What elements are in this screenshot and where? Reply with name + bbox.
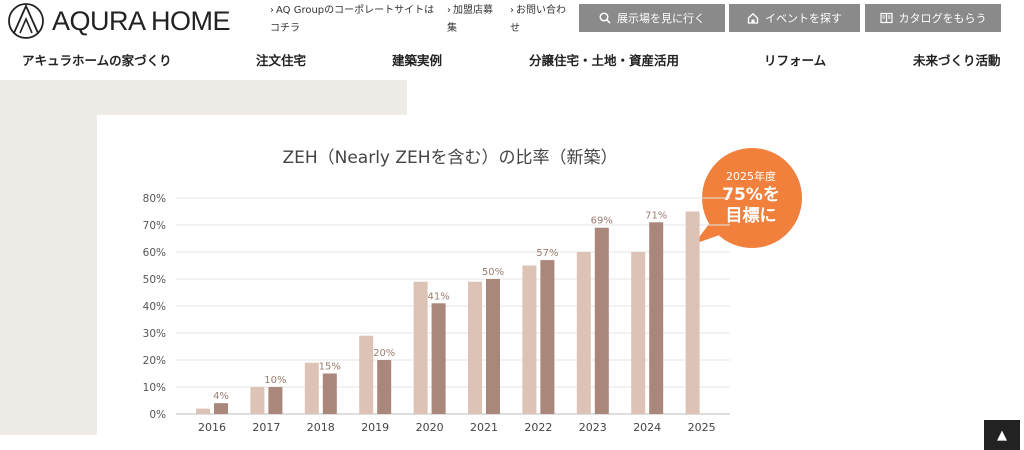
bar-dark <box>540 260 555 414</box>
data-label: 71% <box>645 210 667 221</box>
data-label: 4% <box>213 391 229 402</box>
bar-light <box>250 387 265 414</box>
nav-item-land-assets[interactable]: 分譲住宅・土地・資産活用 <box>529 53 680 68</box>
y-tick-label: 50% <box>143 274 166 286</box>
bar-dark <box>649 222 664 414</box>
y-tick-label: 0% <box>149 409 166 421</box>
logo-mark-icon <box>8 3 44 39</box>
data-label: 41% <box>427 291 449 302</box>
event-search-button[interactable]: イベントを探す <box>729 4 860 32</box>
bar-light <box>468 281 482 414</box>
bar-light <box>522 265 537 414</box>
nav-item-case-studies[interactable]: 建築実例 <box>392 53 443 68</box>
site-header: AQURA HOME › AQ Groupのコーポレートサイトは コチラ › 加盟店… <box>0 0 1024 42</box>
badge-target-suffix: 目標に <box>725 206 777 226</box>
chart-title: ZEH（Nearly ZEHを含む）の比率（新築） <box>282 148 618 168</box>
bar-light <box>576 252 591 414</box>
bar-light <box>304 362 319 414</box>
decorative-background-side <box>0 115 97 435</box>
logo-text: AQURA HOME <box>52 6 231 36</box>
bar-dark <box>486 279 500 414</box>
y-tick-label: 80% <box>143 193 166 205</box>
x-tick-label: 2025 <box>688 421 716 434</box>
y-tick-label: 10% <box>143 382 166 394</box>
x-tick-label: 2019 <box>361 421 389 434</box>
bar-light <box>631 252 646 414</box>
badge-target: 75%を <box>722 185 780 205</box>
showroom-button[interactable]: 展示場を見に行く <box>579 4 725 32</box>
nav-item-house-building[interactable]: アキュラホームの家づくり <box>22 53 172 68</box>
speech-bubble-icon <box>694 148 802 248</box>
decorative-background <box>0 80 407 115</box>
zeh-ratio-chart: 0% 10% 20% 30% 40% 50% 60% 70% 80% 4% 2016 10% 2017 1… <box>143 193 730 434</box>
bar-dark <box>322 373 337 414</box>
bar-dark <box>594 227 609 414</box>
x-tick-label: 2017 <box>252 421 280 434</box>
x-tick-label: 2016 <box>198 421 226 434</box>
search-icon <box>599 12 611 24</box>
bar-light <box>359 335 374 414</box>
bar-dark <box>431 303 446 414</box>
nav-item-custom-home[interactable]: 注文住宅 <box>256 53 307 68</box>
data-label: 15% <box>319 362 341 373</box>
x-tick-label: 2020 <box>416 421 444 434</box>
data-label: 10% <box>264 375 286 386</box>
y-tick-label: 40% <box>143 301 166 313</box>
bar-dark <box>214 403 228 414</box>
bar-dark <box>268 387 283 414</box>
back-to-top-button[interactable]: ▲ <box>984 420 1020 450</box>
x-tick-label: 2021 <box>470 421 498 434</box>
nav-item-future-activities[interactable]: 未来づくり活動 <box>913 53 1001 68</box>
data-label: 20% <box>373 348 395 359</box>
y-tick-label: 30% <box>143 328 166 340</box>
logo[interactable]: AQURA HOME <box>6 2 231 40</box>
bar-dark <box>377 360 392 414</box>
y-tick-label: 70% <box>143 220 166 232</box>
franchise-recruit-link[interactable]: › 加盟店募 集 <box>447 5 493 34</box>
book-icon <box>879 12 893 24</box>
bar-light <box>685 211 700 414</box>
target-badge: 2025年度 75%を 目標に <box>694 148 808 248</box>
data-label: 69% <box>591 216 613 227</box>
y-tick-label: 60% <box>143 247 166 259</box>
home-icon <box>747 12 759 24</box>
corporate-site-link[interactable]: › AQ Groupのコーポレートサイトは コチラ <box>270 5 435 34</box>
x-tick-label: 2023 <box>579 421 607 434</box>
x-tick-label: 2022 <box>524 421 552 434</box>
catalog-request-button[interactable]: カタログをもらう <box>865 4 1001 32</box>
contact-link[interactable]: › お問い合わ せ <box>510 5 566 34</box>
x-tick-label: 2018 <box>307 421 335 434</box>
nav-item-reform[interactable]: リフォーム <box>764 53 827 68</box>
data-label: 57% <box>536 248 558 259</box>
x-tick-label: 2024 <box>633 421 661 434</box>
badge-year: 2025年度 <box>726 170 776 183</box>
y-tick-label: 20% <box>143 355 166 367</box>
data-label: 50% <box>482 267 504 278</box>
bar-light <box>196 408 210 414</box>
global-nav: アキュラホームの家づくり 注文住宅 建築実例 分譲住宅・土地・資産活用 リフォー… <box>0 50 1024 72</box>
bar-light <box>413 281 428 414</box>
